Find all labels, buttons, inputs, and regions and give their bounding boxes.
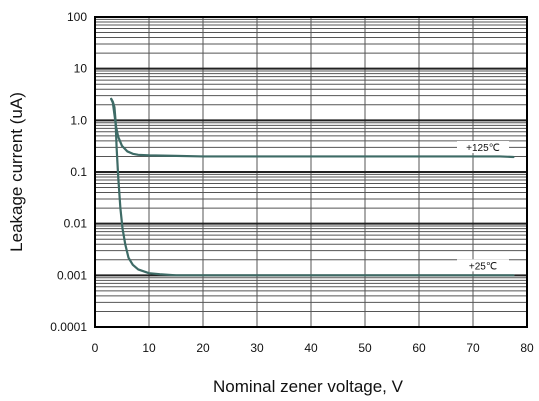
plot-frame bbox=[94, 16, 528, 328]
x-tick-labels: 0 10 20 30 40 50 60 70 80 bbox=[92, 341, 534, 355]
series-line-1 bbox=[110, 97, 515, 277]
y-tick-labels: 100 10 1.0 0.1 0.01 0.001 0.0001 bbox=[50, 10, 87, 334]
x-tick-label: 30 bbox=[250, 341, 264, 355]
x-tick-label: 40 bbox=[304, 341, 318, 355]
series-label-1: +25℃ bbox=[469, 261, 497, 272]
x-tick-label: 80 bbox=[520, 341, 534, 355]
x-tick-label: 50 bbox=[358, 341, 372, 355]
y-tick-label: 0.0001 bbox=[50, 320, 87, 334]
y-axis-title: Leakage current (uA) bbox=[7, 92, 26, 252]
grid-lines bbox=[95, 17, 527, 327]
x-tick-label: 70 bbox=[466, 341, 480, 355]
x-axis-title: Nominal zener voltage, V bbox=[213, 377, 404, 396]
series-label-background bbox=[457, 141, 509, 154]
series-labels: +125℃ +25℃ bbox=[457, 141, 509, 272]
y-tick-label: 0.001 bbox=[57, 268, 87, 282]
x-tick-label: 10 bbox=[142, 341, 156, 355]
y-tick-label: 0.1 bbox=[70, 165, 87, 179]
y-tick-label: 10 bbox=[74, 62, 88, 76]
y-tick-label: 100 bbox=[67, 10, 87, 24]
series-label-background bbox=[457, 259, 509, 272]
x-tick-label: 0 bbox=[92, 341, 99, 355]
x-tick-label: 60 bbox=[412, 341, 426, 355]
y-tick-label: 1.0 bbox=[70, 113, 87, 127]
x-tick-label: 20 bbox=[196, 341, 210, 355]
y-tick-label: 0.01 bbox=[64, 217, 88, 231]
series-label-0: +125℃ bbox=[466, 143, 500, 154]
series-layer bbox=[110, 97, 515, 277]
